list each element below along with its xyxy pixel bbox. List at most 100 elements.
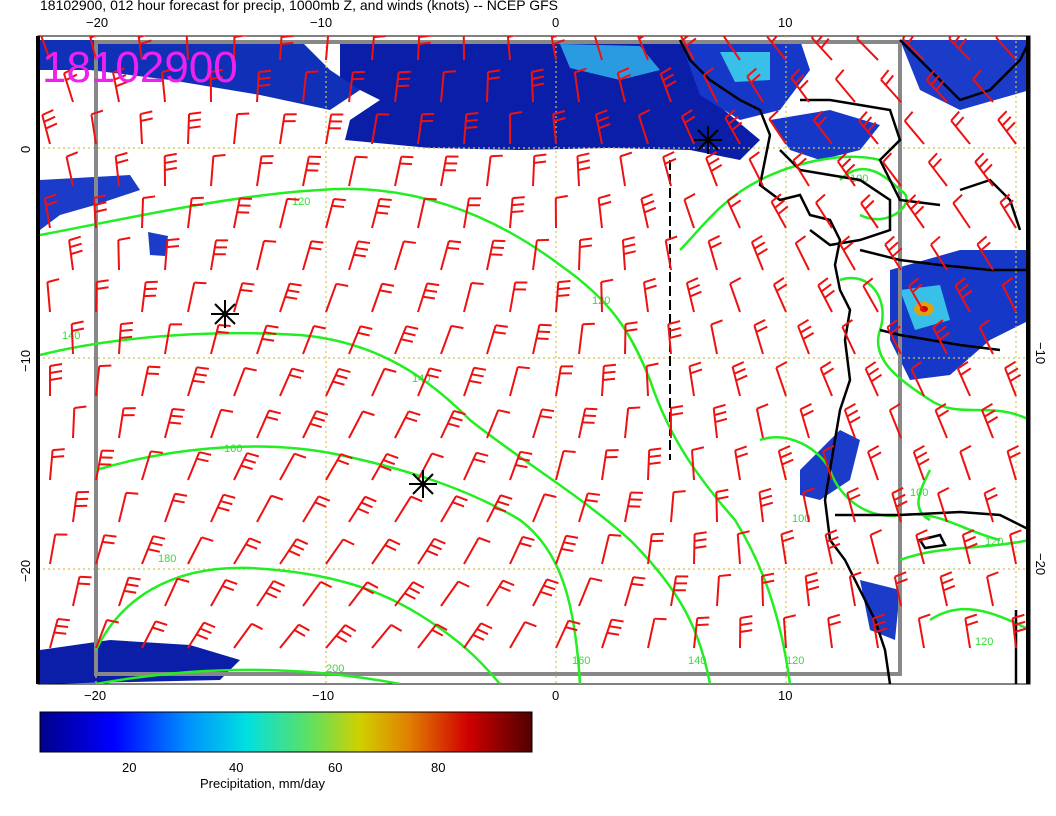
- wind-barb-icon: [554, 194, 568, 229]
- wind-barb-icon: [837, 152, 856, 187]
- wind-barb-icon: [974, 152, 994, 187]
- asterisk-icon: [211, 300, 239, 328]
- wind-barb-icon: [49, 533, 68, 565]
- wind-barb-icon: [325, 624, 357, 649]
- wind-barb-icon: [112, 67, 128, 103]
- wind-barb-icon: [141, 620, 168, 649]
- wind-barb-icon: [49, 448, 65, 481]
- wind-barb-icon: [858, 111, 879, 145]
- wind-barb-icon: [325, 113, 344, 145]
- wind-barb-icon: [860, 194, 879, 229]
- wind-barb-icon: [463, 366, 487, 397]
- wind-barb-icon: [118, 407, 136, 439]
- wind-barb-icon: [688, 361, 703, 397]
- contour-label: 120: [786, 655, 804, 667]
- wind-barb-icon: [394, 325, 419, 355]
- tick-label: 0: [552, 15, 559, 30]
- wind-barb-icon: [417, 197, 437, 229]
- precip-area-south-coast: [860, 580, 900, 640]
- wind-barb-icon: [95, 619, 119, 649]
- wind-barb-icon: [164, 407, 185, 439]
- wind-barb-icon: [256, 580, 286, 607]
- wind-barb-icon: [597, 193, 612, 229]
- wind-barb-icon: [601, 363, 617, 397]
- contour-label: 160: [572, 655, 590, 667]
- wind-barb-icon: [63, 66, 78, 103]
- wind-barb-icon: [72, 490, 90, 523]
- axis-ticks-top: −20 −10 0 10: [86, 15, 792, 30]
- wind-barb-icon: [463, 197, 482, 229]
- wind-barb-icon: [95, 364, 112, 397]
- wind-barb-icon: [509, 366, 530, 397]
- wind-barb-icon: [685, 277, 702, 313]
- wind-barb-icon: [371, 367, 397, 397]
- wind-barb-icon: [819, 360, 835, 397]
- wind-barb-icon: [937, 486, 950, 523]
- wind-barb-icon: [210, 239, 229, 271]
- wind-barb-icon: [486, 579, 515, 607]
- tick-label: −10: [312, 688, 334, 703]
- wind-barb-icon: [1001, 277, 1017, 313]
- wind-barb-icon: [736, 530, 750, 565]
- wind-barb-icon: [750, 234, 768, 271]
- wind-barb-icon: [867, 444, 882, 481]
- wind-barb-icon: [417, 367, 442, 397]
- wind-barb-icon: [600, 278, 614, 313]
- wind-barb-icon: [1006, 445, 1021, 481]
- colorbar-tick: 80: [431, 760, 446, 775]
- wind-barb-icon: [118, 321, 134, 355]
- wind-barb-icon: [185, 36, 189, 61]
- wind-barb-icon: [573, 67, 587, 103]
- wind-barb-icon: [647, 617, 667, 649]
- wind-barb-icon: [440, 155, 459, 187]
- wind-barb-icon: [187, 451, 212, 481]
- wind-barb-icon: [908, 277, 925, 313]
- wind-barb-icon: [509, 535, 535, 565]
- contour-label: 180: [158, 553, 176, 565]
- wind-barb-icon: [233, 367, 257, 397]
- contour-label: 160: [224, 443, 242, 455]
- wind-barb-icon: [187, 621, 216, 649]
- wind-barb-icon: [233, 622, 263, 649]
- wind-barb-icon: [532, 408, 555, 439]
- wind-barb-icon: [729, 276, 742, 313]
- wind-barb-icon: [506, 36, 521, 61]
- wind-barb-icon: [888, 402, 902, 439]
- wind-barb-icon: [864, 361, 883, 397]
- wind-barb-icon: [440, 580, 470, 607]
- wind-barb-icon: [233, 452, 260, 481]
- wind-barb-icon: [934, 402, 950, 439]
- wind-barb-icon: [884, 235, 903, 271]
- wind-barb-icon: [642, 277, 657, 313]
- wind-barb-icon: [279, 367, 305, 397]
- wind-barb-icon: [624, 576, 646, 607]
- wind-barb-icon: [440, 324, 464, 355]
- wind-barb-icon: [532, 153, 547, 187]
- coastline: [678, 39, 1030, 684]
- wind-barb-icon: [463, 281, 484, 313]
- wind-barb-icon: [948, 36, 971, 61]
- wind-barb-icon: [716, 573, 732, 607]
- wind-barb-icon: [141, 195, 156, 229]
- wind-barb-icon: [901, 36, 925, 61]
- wind-barb-icon: [256, 324, 279, 355]
- wind-barb-icon: [417, 282, 440, 313]
- wind-barb-icon: [279, 282, 302, 313]
- wind-barb-icon: [734, 445, 749, 481]
- contour-label: 140: [688, 655, 706, 667]
- wind-barb-icon: [394, 495, 423, 523]
- wind-barb-icon: [777, 445, 794, 481]
- wind-barb-icon: [669, 404, 684, 439]
- wind-barb-icon: [371, 113, 390, 145]
- wind-barb-icon: [256, 155, 274, 187]
- wind-barb-icon: [961, 529, 978, 565]
- wind-barb-icon: [799, 403, 814, 439]
- wind-barb-icon: [834, 69, 856, 103]
- wind-barb-icon: [891, 486, 908, 523]
- wind-barb-icon: [463, 536, 491, 565]
- wind-barb-icon: [394, 155, 414, 187]
- wind-barb-icon: [670, 575, 689, 607]
- wind-barb-icon: [187, 196, 204, 229]
- wind-barb-icon: [619, 151, 633, 187]
- wind-barb-icon: [302, 70, 319, 103]
